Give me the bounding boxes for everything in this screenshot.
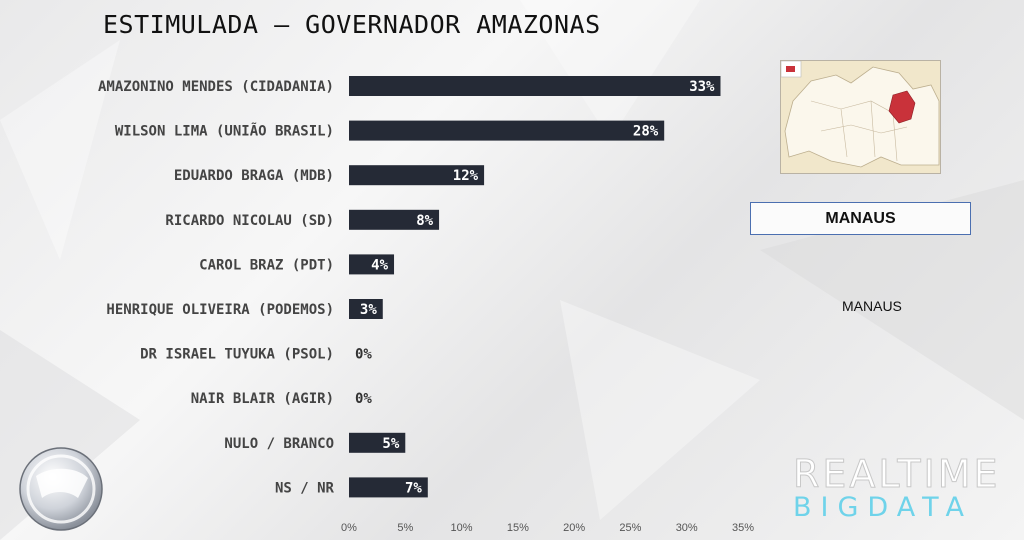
- category-label: HENRIQUE OLIVEIRA (PODEMOS): [106, 302, 334, 318]
- category-label: WILSON LIMA (UNIÃO BRASIL): [115, 123, 334, 140]
- x-tick-label: 15%: [507, 522, 529, 534]
- category-label: AMAZONINO MENDES (CIDADANIA): [98, 79, 334, 95]
- bar: [349, 120, 665, 141]
- bar: [349, 432, 406, 453]
- bar-value-label: 4%: [371, 257, 388, 273]
- category-label: EDUARDO BRAGA (MDB): [174, 168, 334, 184]
- category-label: CAROL BRAZ (PDT): [199, 257, 334, 273]
- bar-value-label: 7%: [405, 480, 422, 496]
- category-label: NS / NR: [275, 480, 335, 496]
- brand-logo: REALTIME BIGDATA: [793, 452, 1001, 523]
- brand-bottom-text: BIGDATA: [793, 492, 973, 523]
- brand-top-text: REALTIME: [793, 452, 1001, 496]
- bar: [349, 477, 428, 498]
- category-label: NAIR BLAIR (AGIR): [191, 391, 334, 407]
- bar: [349, 165, 485, 186]
- bar: [349, 209, 440, 230]
- bar: [349, 76, 721, 96]
- city-selector-box: MANAUS: [750, 202, 971, 235]
- record-tv-logo-icon: [19, 447, 103, 531]
- bar: [349, 254, 395, 275]
- city-caption: MANAUS: [842, 298, 902, 314]
- x-tick-label: 0%: [341, 522, 357, 534]
- bar-value-label: 8%: [416, 213, 433, 229]
- bar-value-label: 0%: [355, 391, 372, 407]
- category-label: NULO / BRANCO: [224, 436, 334, 452]
- x-tick-label: 30%: [676, 522, 698, 534]
- bar: [349, 299, 383, 319]
- chart-title: ESTIMULADA – GOVERNADOR AMAZONAS: [103, 10, 601, 39]
- amazonas-map: [780, 60, 941, 174]
- bar-value-label: 12%: [453, 168, 479, 184]
- category-label: RICARDO NICOLAU (SD): [165, 213, 334, 229]
- x-tick-label: 5%: [397, 522, 413, 534]
- bar-value-label: 0%: [355, 347, 372, 363]
- manaus-highlight: [888, 90, 916, 124]
- category-label: DR ISRAEL TUYUKA (PSOL): [140, 347, 334, 363]
- bar-value-label: 28%: [633, 124, 659, 140]
- bar-value-label: 33%: [689, 79, 715, 95]
- x-tick-label: 10%: [451, 522, 473, 534]
- bar-value-label: 3%: [360, 302, 377, 318]
- x-tick-label: 35%: [732, 522, 754, 534]
- x-tick-label: 20%: [563, 522, 585, 534]
- bar-value-label: 5%: [382, 436, 399, 452]
- x-tick-label: 25%: [619, 522, 641, 534]
